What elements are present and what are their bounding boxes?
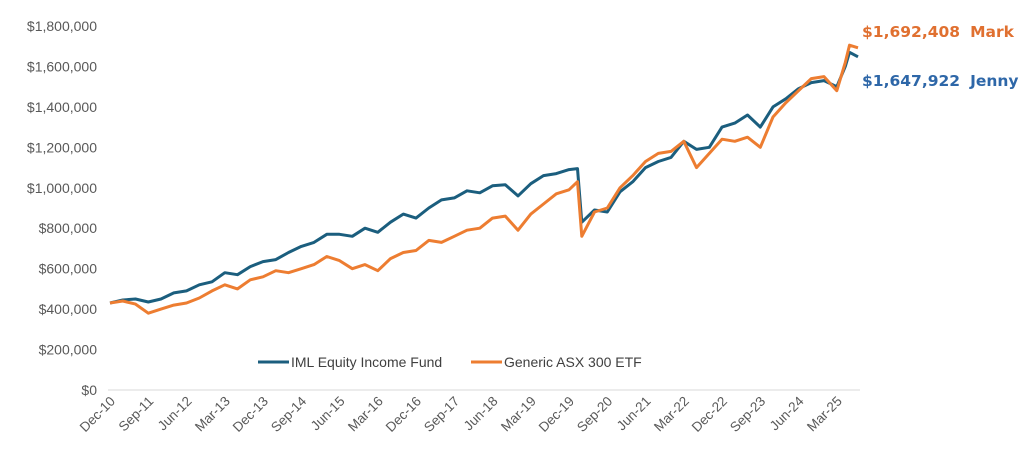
x-tick-label: Mar-16 [345,394,386,435]
end-label-mark: $1,692,408 Mark [862,23,1015,41]
y-tick-label: $200,000 [39,342,98,358]
series-line-iml [109,50,859,305]
y-tick-label: $1,600,000 [27,58,97,74]
x-tick-label: Dec-16 [383,394,424,435]
x-tick-label: Mar-19 [498,394,539,435]
y-tick-label: $600,000 [39,261,98,277]
x-tick-label: Jun-12 [155,394,195,434]
x-tick-label: Dec-22 [689,394,730,435]
x-tick-label: Sep-14 [268,393,310,435]
x-tick-label: Sep-17 [421,394,462,435]
y-axis: $0 $200,000 $400,000 $600,000 $800,000 $1,000… [27,18,97,398]
x-tick-label: Jun-18 [461,394,501,434]
legend-label-asx: Generic ASX 300 ETF [504,354,642,370]
x-tick-label: Jun-15 [308,394,348,434]
y-tick-label: $400,000 [39,301,98,317]
x-tick-label: Mar-25 [804,394,845,435]
end-value-jenny: $1,647,922 [862,72,960,90]
x-tick-label: Dec-13 [230,394,271,435]
y-tick-label: $1,800,000 [27,18,97,34]
x-tick-label: Sep-20 [574,394,615,435]
end-label-jenny: $1,647,922 Jenny [862,72,1019,90]
y-tick-label: $800,000 [39,220,98,236]
x-tick-label: Sep-11 [116,394,157,435]
x-tick-label: Jun-21 [614,394,654,434]
x-tick-label: Jun-24 [767,393,807,433]
x-tick-label: Mar-22 [651,394,692,435]
y-tick-label: $1,400,000 [27,99,97,115]
x-axis: Dec-10Sep-11Jun-12Mar-13Dec-13Sep-14Jun-… [77,393,845,435]
series-line-asx [109,43,859,315]
series-lines [109,43,859,315]
x-tick-label: Dec-10 [77,394,118,435]
legend-label-iml: IML Equity Income Fund [291,354,442,370]
x-tick-label: Sep-23 [727,394,768,435]
end-name-mark: Mark [970,23,1015,41]
y-tick-label: $1,000,000 [27,180,97,196]
legend: IML Equity Income Fund Generic ASX 300 E… [258,354,642,370]
y-tick-label: $0 [81,382,97,398]
x-tick-label: Dec-19 [536,394,577,435]
y-tick-label: $1,200,000 [27,139,97,155]
end-name-jenny: Jenny [969,72,1018,90]
end-value-mark: $1,692,408 [862,23,960,41]
x-tick-label: Mar-13 [192,394,233,435]
